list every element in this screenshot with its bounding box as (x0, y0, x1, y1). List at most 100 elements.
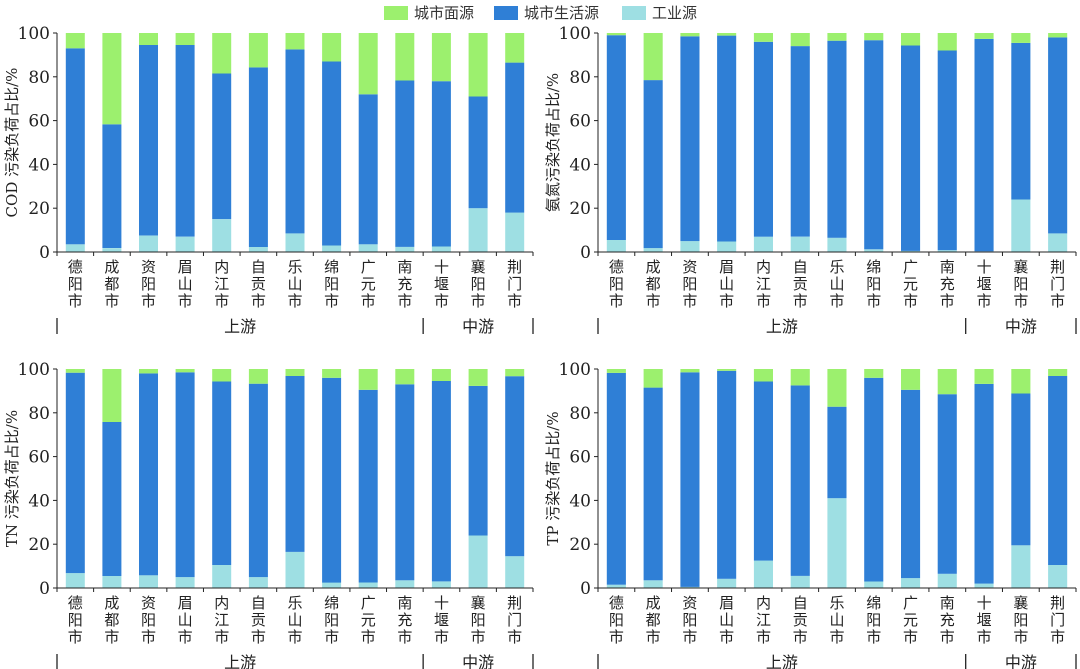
x-tick-label-char: 市 (141, 628, 156, 646)
legend-label: 城市面源 (414, 4, 475, 22)
x-tick-label-char: 贡 (251, 275, 266, 293)
bar-segment-urban-domestic (937, 50, 957, 251)
x-tick-label-char: 市 (324, 628, 339, 646)
bar-segment-urban-domestic (65, 372, 85, 574)
bar-segment-urban-domestic (680, 36, 700, 242)
x-tick-label-char: 南 (940, 258, 955, 276)
bar-segment-industrial (212, 565, 232, 588)
x-tick-label: 自贡市 (793, 258, 808, 310)
x-tick-label-char: 荆 (1050, 594, 1065, 612)
x-tick-label: 乐山市 (829, 594, 844, 646)
x-tick-label: 资阳市 (682, 594, 697, 646)
bar-segment-urban-domestic (65, 48, 85, 245)
x-tick-label-char: 市 (829, 628, 844, 646)
bar-segment-industrial (1048, 565, 1068, 588)
bar-segment-urban-nonpoint (431, 33, 451, 82)
x-tick-label-char: 市 (434, 292, 449, 310)
bar-segment-urban-domestic (753, 41, 773, 237)
bar-segment-urban-domestic (431, 381, 451, 582)
x-tick-label-char: 阳 (682, 275, 697, 293)
bar-segment-urban-domestic (322, 377, 342, 583)
y-tick-label: 40 (569, 491, 591, 511)
bar-segment-industrial (139, 575, 158, 588)
x-tick-label: 南充市 (397, 594, 412, 646)
bar-segment-urban-domestic (643, 387, 663, 581)
x-tick-label-char: 山 (287, 611, 302, 629)
x-tick-label-char: 市 (287, 628, 302, 646)
x-tick-label: 眉山市 (178, 594, 193, 646)
x-tick-label-char: 市 (1050, 292, 1065, 310)
x-tick-label-char: 市 (287, 292, 302, 310)
x-tick-label-char: 山 (719, 275, 734, 293)
x-tick-label-char: 市 (866, 292, 881, 310)
x-tick-label: 南充市 (940, 594, 955, 646)
x-tick-label: 襄阳市 (471, 258, 486, 310)
legend-label: 城市生活源 (524, 4, 600, 22)
bar-segment-industrial (901, 578, 921, 588)
bar-segment-urban-nonpoint (212, 369, 232, 382)
x-tick-label-char: 成 (104, 594, 119, 612)
x-tick-label-char: 市 (756, 292, 771, 310)
bar-segment-urban-nonpoint (753, 33, 773, 42)
y-tick-label: 80 (28, 68, 50, 88)
x-tick-label: 自贡市 (251, 258, 266, 310)
bar-segment-industrial (395, 580, 415, 588)
bar-segment-industrial (505, 556, 525, 588)
x-tick-label: 绵阳市 (866, 594, 881, 646)
x-tick-label: 南充市 (397, 258, 412, 310)
x-tick-label-char: 门 (507, 275, 522, 293)
bar-segment-industrial (175, 577, 195, 588)
x-tick-label-char: 德 (68, 258, 83, 276)
bar-segment-urban-domestic (102, 422, 122, 576)
x-tick-label-char: 广 (361, 594, 376, 612)
legend-swatch-industrial (622, 5, 646, 20)
bar-segment-industrial (358, 582, 378, 588)
group-label: 中游 (462, 317, 494, 336)
x-tick-label-char: 阳 (866, 611, 881, 629)
bar-segment-urban-nonpoint (285, 33, 305, 50)
x-tick-label-char: 内 (756, 258, 771, 276)
bar-segment-industrial (248, 247, 268, 252)
bar-segment-urban-nonpoint (680, 369, 700, 373)
y-tick-label: 20 (28, 199, 50, 219)
bar-segment-urban-nonpoint (65, 369, 85, 373)
x-tick-label-char: 堰 (977, 275, 992, 293)
x-tick-label-char: 元 (903, 275, 918, 293)
bar-segment-urban-domestic (102, 124, 122, 248)
bar-segment-urban-domestic (322, 61, 342, 246)
bar-segment-urban-domestic (974, 38, 994, 252)
legend-item-industrial: 工业源 (622, 2, 697, 23)
bar-segment-urban-nonpoint (102, 369, 122, 422)
x-tick-label: 内江市 (756, 594, 771, 646)
bar-segment-industrial (753, 236, 773, 252)
x-tick-label-char: 市 (609, 628, 624, 646)
x-tick-label-char: 阳 (1013, 611, 1028, 629)
x-tick-label-char: 市 (214, 628, 229, 646)
x-tick-label-char: 乐 (829, 594, 844, 612)
bar-segment-urban-nonpoint (468, 33, 488, 97)
x-tick-label-char: 市 (507, 628, 522, 646)
x-tick-label-char: 市 (903, 292, 918, 310)
bar-segment-industrial (102, 248, 122, 252)
bar-segment-urban-nonpoint (248, 33, 268, 68)
x-tick-label-char: 市 (251, 292, 266, 310)
bar-segment-industrial (717, 241, 737, 252)
x-tick-label-char: 元 (361, 611, 376, 629)
x-tick-label-char: 市 (104, 292, 119, 310)
bar-segment-urban-nonpoint (65, 33, 85, 49)
bar-segment-industrial (1011, 199, 1031, 252)
bar-segment-urban-nonpoint (717, 369, 737, 371)
bar-segment-urban-nonpoint (1011, 369, 1031, 394)
bar-segment-urban-domestic (285, 376, 305, 552)
bar-segment-urban-nonpoint (139, 369, 158, 374)
bars-group (606, 33, 1068, 252)
legend-item-urban-nonpoint: 城市面源 (384, 2, 474, 23)
bar-segment-urban-nonpoint (175, 369, 195, 373)
x-tick-label-char: 资 (682, 594, 697, 612)
y-tick-label: 0 (580, 579, 591, 599)
x-tick-label-char: 市 (793, 628, 808, 646)
x-tick-label-char: 江 (214, 611, 229, 629)
bar-segment-urban-domestic (358, 389, 378, 583)
bars-group (65, 33, 525, 252)
